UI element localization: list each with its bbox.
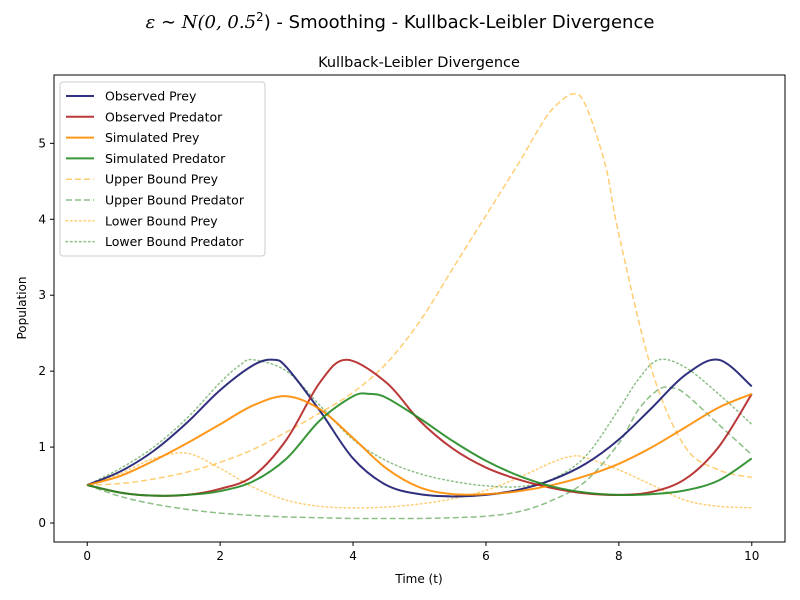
chart-title: Kullback-Leibler Divergence [318, 55, 520, 71]
series-line-upper-bound-prey [87, 93, 752, 486]
legend-label-lower-bound-predator: Lower Bound Predator [105, 234, 244, 249]
legend-label-lower-bound-prey: Lower Bound Prey [105, 213, 218, 228]
x-tick-label: 8 [615, 549, 623, 563]
x-tick-label: 6 [482, 549, 490, 563]
legend-label-simulated-predator: Simulated Predator [105, 151, 226, 166]
y-tick-label: 1 [38, 440, 46, 454]
y-tick-label: 0 [38, 516, 46, 530]
y-axis-label: Population [15, 276, 29, 339]
x-tick-label: 4 [349, 549, 357, 563]
legend: Observed Prey Observed Predator Simulated … [59, 81, 266, 257]
series-line-observed-prey [86, 358, 753, 498]
legend-label-observed-predator: Observed Predator [105, 109, 223, 124]
series-line-observed-predator [87, 358, 753, 497]
legend-label-simulated-prey: Simulated Prey [105, 130, 200, 145]
x-tick-label: 10 [744, 549, 759, 563]
x-axis-label: Time (t) [394, 572, 442, 586]
legend-label-upper-bound-prey: Upper Bound Prey [105, 172, 219, 187]
x-tick-label: 2 [216, 549, 224, 563]
y-ticks: 0 1 2 3 4 5 [38, 136, 54, 530]
suptitle-math: ε ∼ N(0, 0.5 [145, 12, 257, 33]
series-line-simulated-predator [87, 392, 753, 497]
x-ticks: 0 2 4 6 8 10 [83, 542, 759, 563]
series-line-simulated-prey [86, 393, 753, 496]
legend-box [59, 81, 266, 257]
suptitle-text: ) - Smoothing - Kullback-Leibler Diverge… [263, 12, 655, 33]
plot-frame [53, 74, 786, 543]
legend-label-upper-bound-predator: Upper Bound Predator [105, 193, 245, 208]
y-tick-label: 5 [38, 136, 46, 150]
y-tick-label: 4 [38, 212, 46, 226]
series-line-lower-bound-prey [86, 452, 753, 509]
plot-lines [86, 93, 753, 520]
series-line-upper-bound-predator [86, 386, 753, 520]
x-tick-label: 0 [83, 549, 91, 563]
y-tick-label: 2 [38, 364, 46, 378]
legend-label-observed-prey: Observed Prey [105, 89, 197, 104]
suptitle-superscript: 2 [256, 10, 264, 24]
y-tick-label: 3 [38, 288, 46, 302]
figure-suptitle: ε ∼ N(0, 0.52) - Smoothing - Kullback-Le… [0, 10, 800, 33]
